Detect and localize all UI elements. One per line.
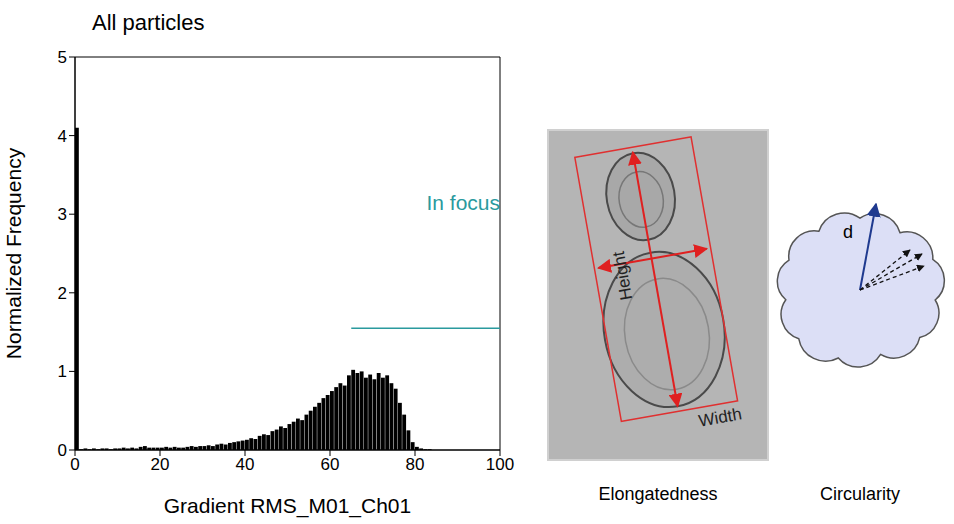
- svg-text:Width: Width: [697, 404, 743, 430]
- svg-text:1: 1: [58, 362, 67, 381]
- svg-text:Height: Height: [609, 250, 636, 302]
- svg-text:Elongatedness: Elongatedness: [598, 484, 717, 504]
- svg-text:3: 3: [58, 205, 67, 224]
- svg-text:Circularity: Circularity: [820, 484, 900, 504]
- svg-text:40: 40: [236, 455, 255, 474]
- svg-text:0: 0: [70, 455, 79, 474]
- svg-text:0: 0: [58, 441, 67, 460]
- svg-text:20: 20: [151, 455, 170, 474]
- svg-text:5: 5: [58, 48, 67, 67]
- svg-text:60: 60: [321, 455, 340, 474]
- svg-text:4: 4: [58, 127, 67, 146]
- html-text:All particles: All particles: [92, 10, 205, 35]
- svg-text:d: d: [843, 222, 853, 242]
- svg-text:2: 2: [58, 284, 67, 303]
- svg-text:In focus: In focus: [426, 191, 500, 214]
- svg-text:100: 100: [486, 455, 514, 474]
- svg-text:Gradient RMS_M01_Ch01: Gradient RMS_M01_Ch01: [164, 494, 411, 518]
- svg-text:80: 80: [406, 455, 425, 474]
- svg-text:Normalized Frequency: Normalized Frequency: [2, 147, 25, 359]
